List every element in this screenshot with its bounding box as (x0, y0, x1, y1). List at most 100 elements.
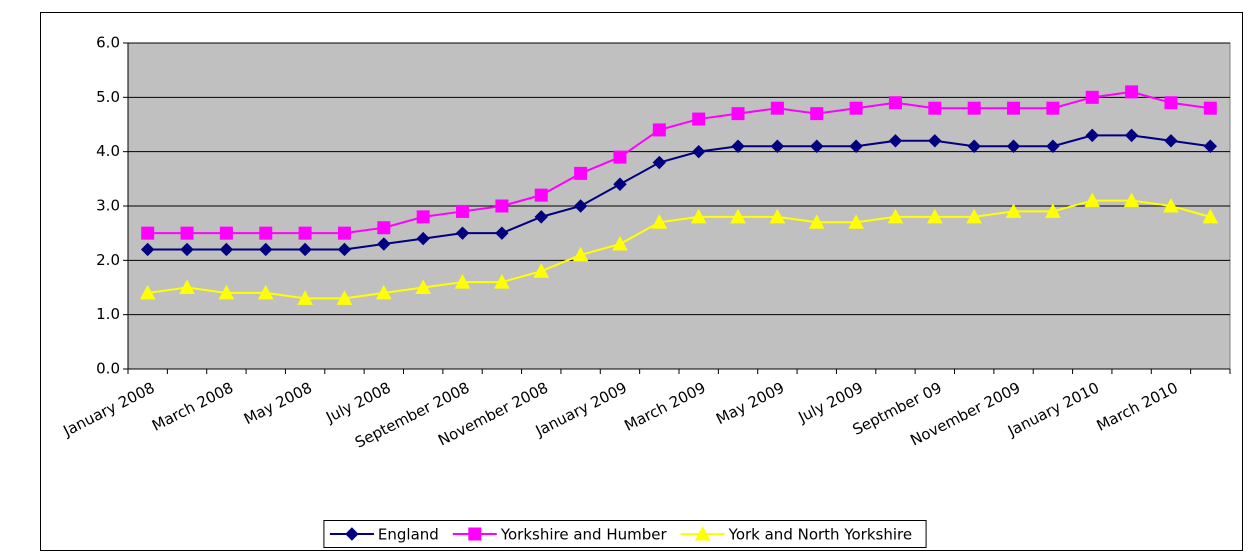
legend-label: York and North Yorkshire (728, 526, 912, 544)
data-point (966, 208, 983, 224)
data-point (1123, 192, 1140, 208)
data-point (1164, 134, 1178, 148)
data-point (219, 226, 233, 240)
legend-marker (694, 525, 711, 541)
data-point (1085, 90, 1099, 104)
data-point (534, 210, 548, 224)
data-point (298, 226, 312, 240)
data-point (769, 208, 786, 224)
data-point (456, 204, 470, 218)
data-point (928, 101, 942, 115)
data-point (1006, 139, 1021, 153)
data-point (1202, 208, 1219, 224)
data-point (572, 246, 589, 262)
legend: England Yorkshire and Humber York and Nort… (323, 520, 927, 548)
data-point (770, 101, 784, 115)
data-point (179, 279, 195, 294)
data-point (297, 290, 313, 305)
data-point (415, 279, 432, 294)
data-point (810, 107, 824, 121)
data-point (887, 208, 904, 224)
data-point (377, 237, 391, 251)
data-point (691, 144, 706, 159)
data-point (1045, 203, 1061, 218)
data-point (651, 214, 668, 229)
data-point (573, 199, 588, 213)
data-point (375, 284, 392, 300)
data-point (730, 208, 746, 224)
legend-box (323, 520, 927, 548)
data-point (652, 123, 666, 137)
data-point (219, 242, 234, 257)
series-line (147, 199, 1211, 300)
data-point (1124, 128, 1139, 143)
y-tick-label: 5.0 (96, 88, 120, 106)
y-tick-label: 3.0 (96, 197, 120, 215)
data-point (888, 96, 902, 110)
data-point (180, 226, 194, 240)
y-tick-label: 4.0 (96, 142, 120, 160)
data-point (613, 150, 627, 164)
data-point (180, 242, 194, 257)
data-point (849, 139, 863, 153)
data-point (1085, 128, 1099, 143)
data-point (140, 242, 155, 257)
data-point (298, 242, 312, 257)
data-point (810, 139, 824, 153)
data-point (455, 226, 470, 240)
data-point (574, 166, 588, 180)
data-point (967, 139, 981, 153)
data-point (1046, 139, 1060, 153)
data-point (495, 226, 509, 240)
data-point (141, 226, 155, 240)
data-point (416, 210, 430, 224)
legend-label: England (378, 526, 439, 544)
data-point (533, 263, 550, 278)
data-point (692, 112, 706, 126)
data-point (337, 242, 352, 257)
data-point (848, 214, 864, 229)
data-point (534, 188, 548, 202)
data-point (612, 235, 628, 251)
data-point (1007, 101, 1021, 115)
data-point (494, 274, 510, 289)
data-point (454, 274, 471, 289)
data-point (652, 155, 667, 170)
data-point (495, 199, 509, 213)
y-tick-label: 2.0 (96, 251, 120, 269)
data-point (416, 231, 430, 246)
data-point (259, 226, 273, 240)
data-point (259, 242, 273, 257)
y-tick-label: 6.0 (96, 34, 120, 52)
data-point (1163, 197, 1179, 213)
data-point (690, 208, 707, 224)
data-point (336, 290, 353, 305)
data-point (257, 284, 274, 300)
data-point (731, 107, 745, 121)
legend-marker (345, 527, 359, 541)
y-tick-label: 1.0 (96, 305, 120, 323)
series-line (147, 134, 1211, 251)
data-point (613, 177, 627, 191)
data-point (1203, 101, 1217, 115)
series-line (147, 90, 1211, 235)
data-point (1084, 192, 1101, 208)
y-tick-label: 0.0 (96, 360, 120, 378)
data-point (1046, 101, 1060, 115)
data-point (849, 101, 863, 115)
data-point (139, 284, 156, 300)
data-point (888, 134, 903, 148)
data-point (926, 208, 943, 224)
data-point (731, 139, 745, 153)
legend-label: Yorkshire and Humber (500, 526, 668, 544)
data-point (337, 226, 351, 240)
data-point (928, 134, 942, 148)
data-point (967, 101, 981, 115)
data-point (1125, 85, 1139, 99)
data-point (218, 284, 235, 300)
data-point (377, 221, 391, 235)
data-point (808, 214, 825, 229)
data-point (770, 139, 785, 153)
legend-marker (468, 527, 482, 541)
data-point (1005, 203, 1022, 218)
